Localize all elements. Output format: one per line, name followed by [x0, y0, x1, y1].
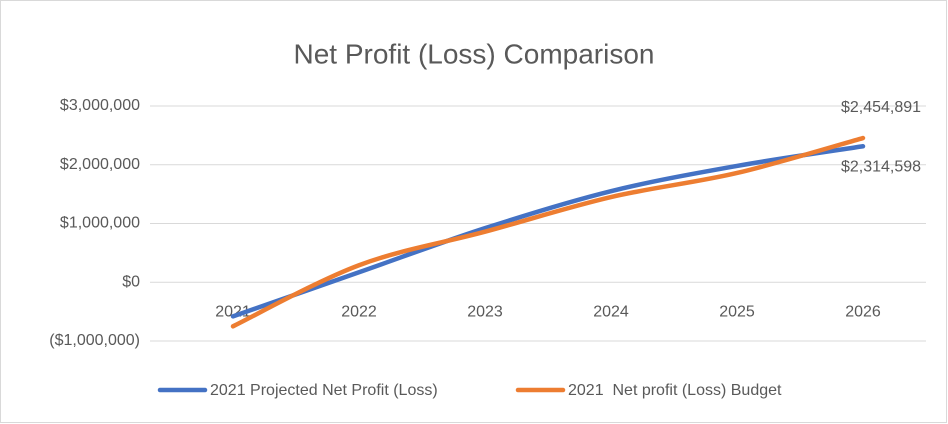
y-tick-label: ($1,000,000)	[49, 332, 140, 349]
y-tick-label: $2,000,000	[60, 156, 140, 173]
y-tick-label: $0	[122, 273, 140, 290]
x-tick-label: 2024	[593, 303, 629, 320]
data-label: $2,314,598	[841, 158, 921, 175]
x-tick-label: 2023	[467, 303, 503, 320]
legend-label: 2021 Projected Net Profit (Loss)	[210, 382, 438, 399]
y-tick-label: $3,000,000	[60, 97, 140, 114]
legend-label: 2021 Net profit (Loss) Budget	[568, 382, 782, 399]
y-tick-label: $1,000,000	[60, 215, 140, 232]
chart-title: Net Profit (Loss) Comparison	[293, 38, 654, 69]
x-tick-label: 2021	[215, 303, 251, 320]
x-tick-label: 2022	[341, 303, 377, 320]
series-line	[230, 144, 866, 319]
x-tick-label: 2026	[845, 303, 881, 320]
x-tick-label: 2025	[719, 303, 755, 320]
series-line	[230, 135, 866, 329]
data-label: $2,454,891	[841, 99, 921, 116]
